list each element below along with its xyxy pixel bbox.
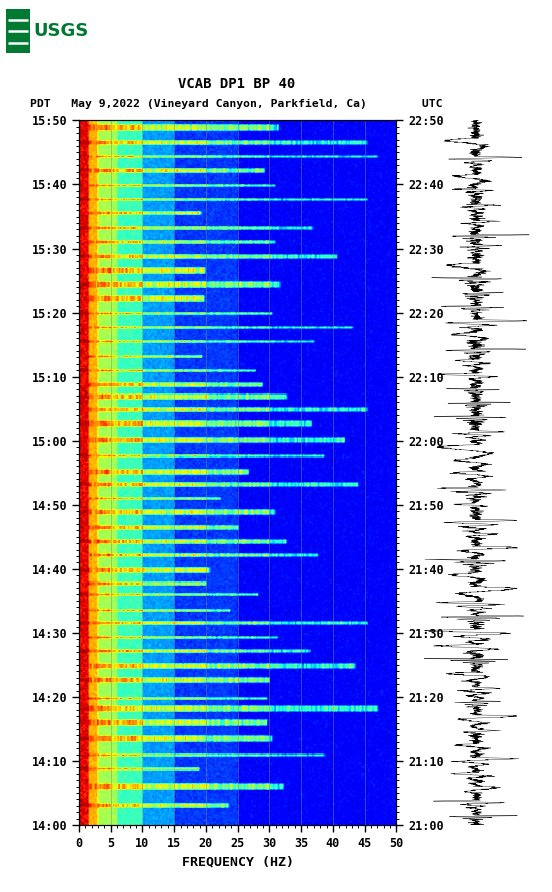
Text: PDT   May 9,2022 (Vineyard Canyon, Parkfield, Ca)        UTC: PDT May 9,2022 (Vineyard Canyon, Parkfie… bbox=[30, 99, 443, 109]
Text: VCAB DP1 BP 40: VCAB DP1 BP 40 bbox=[178, 77, 295, 91]
FancyBboxPatch shape bbox=[6, 10, 30, 53]
Text: USGS: USGS bbox=[33, 22, 88, 40]
X-axis label: FREQUENCY (HZ): FREQUENCY (HZ) bbox=[182, 855, 294, 869]
